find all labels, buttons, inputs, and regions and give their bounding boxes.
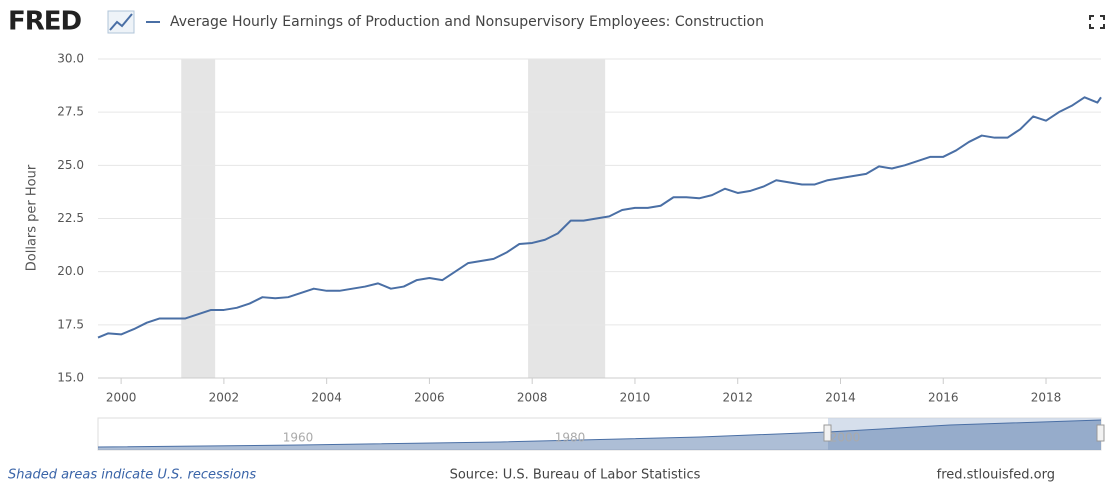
fullscreen-icon[interactable] — [1089, 15, 1105, 29]
x-tick-label: 2004 — [311, 391, 342, 405]
navigator-label: 1960 — [283, 431, 314, 445]
x-tick-label: 2016 — [928, 391, 959, 405]
navigator-labels: 1960 1980 2000 — [283, 431, 861, 445]
y-axis-label: Dollars per Hour — [25, 164, 40, 271]
y-tick-label: 15.0 — [57, 371, 84, 385]
legend-label: Average Hourly Earnings of Production an… — [170, 14, 764, 30]
x-tick-label: 2012 — [722, 391, 753, 405]
brand-logo[interactable]: FRED — [8, 7, 83, 37]
navigator-label: 2000 — [830, 431, 861, 445]
y-tick-label: 27.5 — [57, 105, 84, 119]
navigator-label: 1980 — [555, 431, 586, 445]
y-tick-label: 17.5 — [57, 317, 84, 331]
x-tick-label: 2014 — [825, 391, 856, 405]
x-tick-label: 2008 — [517, 391, 548, 405]
logo-icon — [107, 10, 135, 34]
y-tick-label: 20.0 — [57, 264, 84, 278]
x-tick-label: 2002 — [209, 391, 240, 405]
source: Source: U.S. Bureau of Labor Statistics — [450, 468, 701, 483]
navigator[interactable] — [97, 417, 1105, 451]
site-url[interactable]: fred.stlouisfed.org — [937, 468, 1055, 483]
y-tick-label: 30.0 — [57, 52, 84, 66]
x-tick-label: 2000 — [106, 391, 137, 405]
recession-note[interactable]: Shaded areas indicate U.S. recessions — [8, 468, 256, 483]
x-tick-label: 2018 — [1031, 391, 1062, 405]
y-tick-label: 22.5 — [57, 211, 84, 225]
x-tick-label: 2006 — [414, 391, 445, 405]
x-tick-label: 2010 — [620, 391, 651, 405]
plot-area: 15.0 17.5 20.0 22.5 25.0 27.5 30.0 2000 2002 2004… — [57, 52, 1102, 405]
data-line — [97, 96, 1102, 339]
y-tick-label: 25.0 — [57, 158, 84, 172]
